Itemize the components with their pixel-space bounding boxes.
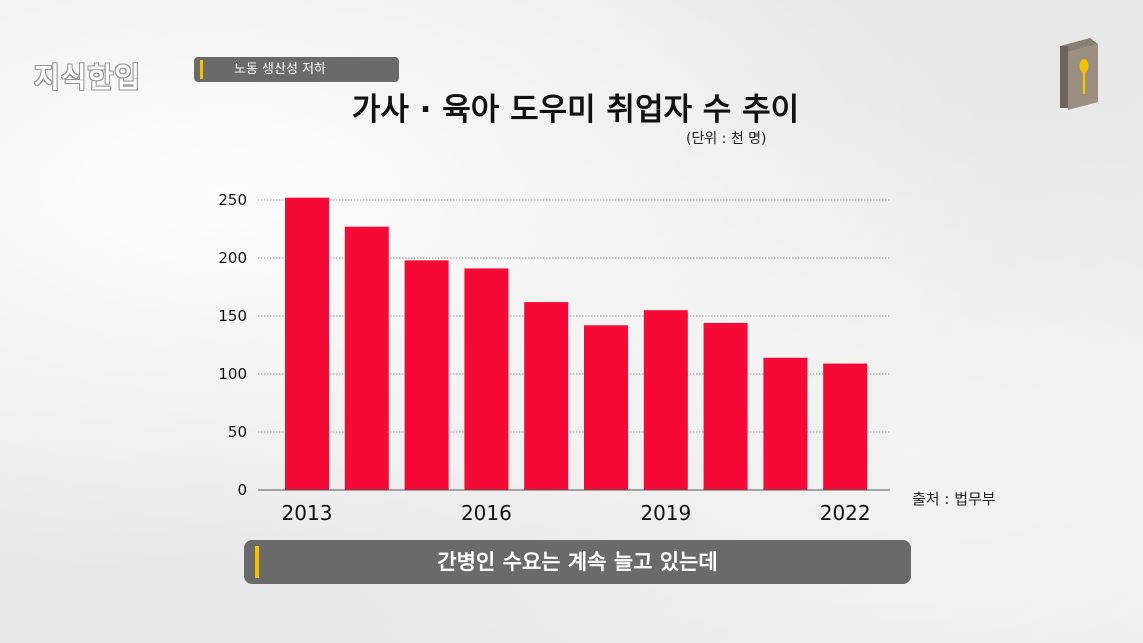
chart-bars [285, 197, 868, 490]
bar-2016 [464, 268, 509, 490]
channel-logo: 지식한입 [34, 61, 142, 94]
y-tick-label: 150 [218, 307, 247, 325]
book-spoon-icon [1060, 38, 1098, 110]
x-axis-ticks: 2013 2016 2019 2022 [282, 501, 871, 525]
bar-2018 [584, 325, 628, 490]
topic-badge: 노동 생산성 저하 [194, 57, 399, 82]
bar-2020 [703, 322, 748, 490]
y-axis-ticks: 0 50 100 150 200 250 [218, 191, 247, 499]
source-note: 출처 : 법무부 [912, 490, 996, 508]
y-tick-label: 50 [228, 423, 247, 441]
y-tick-label: 200 [218, 249, 247, 267]
x-tick-label: 2022 [820, 501, 871, 525]
bar-2022 [823, 363, 868, 490]
topic-label: 노동 생산성 저하 [234, 62, 326, 77]
caption-accent-stripe [255, 546, 259, 578]
x-tick-label: 2013 [282, 501, 333, 525]
bar-2019 [643, 310, 688, 490]
y-tick-label: 100 [218, 365, 247, 383]
bar-2014 [344, 226, 389, 490]
unit-note: (단위 : 천 명) [686, 131, 767, 147]
bar-2021 [763, 357, 808, 490]
chart-title: 가사 · 육아 도우미 취업자 수 추이 [351, 92, 800, 128]
subtitle-caption: 간병인 수요는 계속 늘고 있는데 [244, 540, 911, 584]
bar-2013 [285, 197, 329, 490]
x-tick-label: 2019 [640, 501, 691, 525]
caption-text: 간병인 수요는 계속 늘고 있는데 [437, 550, 718, 574]
topic-accent-stripe [200, 60, 203, 79]
y-tick-label: 250 [218, 191, 247, 209]
bar-2017 [524, 302, 569, 490]
x-tick-label: 2016 [461, 501, 512, 525]
bar-2015 [404, 260, 449, 490]
y-tick-label: 0 [237, 481, 247, 499]
